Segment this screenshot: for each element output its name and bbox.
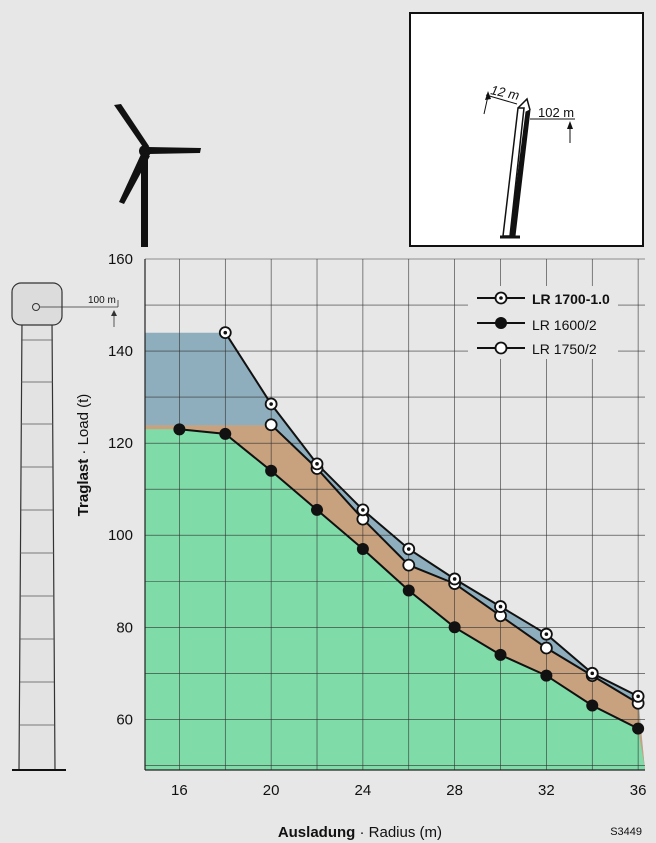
data-point-lr1600 — [265, 464, 278, 477]
legend-label-lr1750: LR 1750/2 — [532, 341, 597, 357]
y-tick-label: 80 — [116, 619, 133, 636]
data-point-lr1600 — [494, 648, 507, 661]
chart-points — [173, 326, 645, 735]
crane-diagram-inset — [409, 12, 644, 247]
tower-height-label: 100 m — [88, 295, 116, 306]
data-point-lr1600 — [540, 669, 553, 682]
y-tick-label: 120 — [108, 435, 133, 452]
data-point-lr1700 — [218, 326, 232, 340]
data-point-lr1600 — [356, 543, 369, 556]
y-tick-label: 60 — [116, 711, 133, 728]
chart-areas — [145, 332, 645, 770]
data-point-lr1750 — [402, 558, 416, 572]
y-tick-label: 140 — [108, 343, 133, 360]
data-point-lr1700 — [310, 457, 324, 471]
data-point-lr1750 — [264, 418, 278, 432]
y-axis-label-rest: · Load (t) — [75, 394, 92, 459]
x-axis-label: Ausladung · Radius (m) — [278, 824, 442, 841]
y-axis-label-bold: Traglast — [75, 459, 92, 517]
series-line-lr1700 — [224, 332, 639, 698]
y-axis-label: Traglast · Load (t) — [75, 394, 92, 517]
tower-drawing — [11, 282, 119, 771]
x-tick-label: 28 — [446, 782, 463, 799]
wind-turbine-icon — [114, 104, 201, 247]
data-point-lr1700 — [631, 689, 645, 703]
data-point-lr1600 — [448, 621, 461, 634]
data-point-lr1700 — [585, 666, 599, 680]
chart-ticks: 16 20 24 28 32 36 60 80 100 120 140 160 — [108, 251, 646, 799]
data-point-lr1600 — [173, 423, 186, 436]
inset-label-left: 12 m — [489, 82, 521, 103]
legend-label-lr1700: LR 1700-1.0 — [532, 291, 610, 307]
legend-symbol-lr1700 — [494, 291, 508, 305]
chart-legend — [468, 286, 618, 359]
data-point-lr1600 — [632, 722, 645, 735]
x-tick-label: 32 — [538, 782, 555, 799]
data-point-lr1700 — [448, 572, 462, 586]
x-tick-label: 16 — [171, 782, 188, 799]
inset-label-right: 102 m — [538, 105, 574, 120]
x-tick-label: 20 — [263, 782, 280, 799]
x-tick-label: 36 — [630, 782, 647, 799]
data-point-lr1700 — [356, 503, 370, 517]
data-point-lr1700 — [494, 600, 507, 613]
data-point-lr1600 — [586, 699, 599, 712]
x-tick-label: 24 — [355, 782, 372, 799]
data-point-lr1700 — [264, 397, 278, 411]
y-tick-label: 100 — [108, 527, 133, 544]
data-point-lr1750 — [539, 641, 553, 655]
legend-symbol-lr1750 — [494, 341, 508, 355]
area-lr1600 — [145, 429, 645, 770]
data-point-lr1600 — [311, 503, 324, 516]
legend-label-lr1600: LR 1600/2 — [532, 317, 597, 333]
y-tick-label: 160 — [108, 251, 133, 268]
data-point-lr1600 — [402, 584, 415, 597]
data-point-lr1700 — [402, 542, 416, 556]
figure-id: S3449 — [610, 826, 642, 838]
data-point-lr1600 — [219, 427, 232, 440]
x-axis-label-bold: Ausladung — [278, 824, 356, 841]
x-axis-label-rest: · Radius (m) — [355, 824, 442, 841]
legend-symbol-lr1600 — [495, 317, 507, 329]
data-point-lr1700 — [539, 627, 553, 641]
